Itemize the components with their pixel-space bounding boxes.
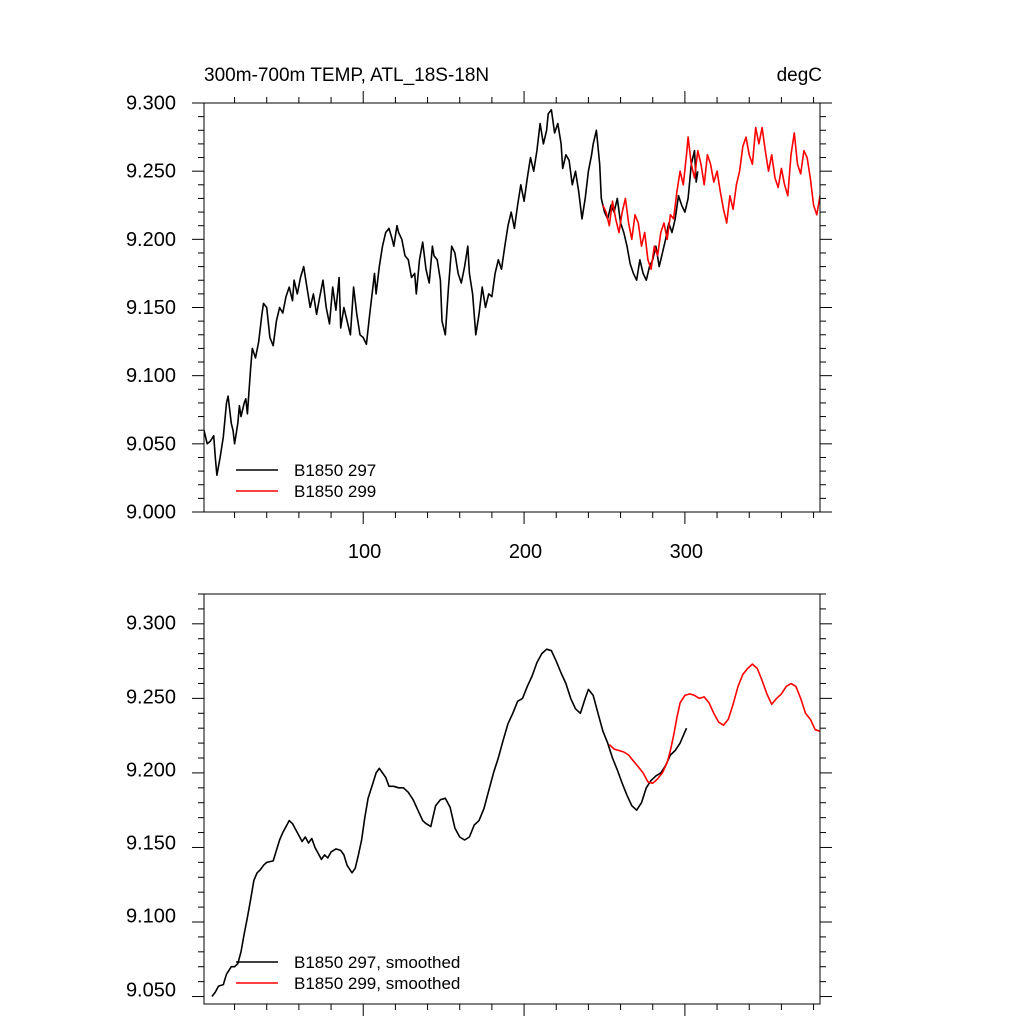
bottom-y-tick-labels: 9.050 9.100 9.150 9.200 9.250 9.300 <box>126 613 176 1002</box>
series-line-0 <box>204 109 699 476</box>
bottom-tick-marks <box>192 593 832 1016</box>
bottom-y-tick-label: 9.250 <box>126 687 176 709</box>
top-y-tick-label: 9.050 <box>126 433 176 455</box>
top-x-tick-label: 200 <box>509 541 542 563</box>
top-tick-marks <box>192 91 832 524</box>
top-legend-label-0: B1850 297 <box>294 461 376 480</box>
top-y-tick-label: 9.100 <box>126 365 176 387</box>
bottom-series-layer <box>211 648 820 997</box>
top-y-tick-labels: 9.000 9.050 9.100 9.150 9.200 9.250 9.30… <box>126 93 176 524</box>
top-y-tick-label: 9.000 <box>126 502 176 524</box>
top-legend: B1850 297 B1850 299 <box>236 461 376 501</box>
bottom-legend-label-1: B1850 299, smoothed <box>294 974 460 993</box>
top-x-tick-label: 100 <box>348 541 381 563</box>
top-y-tick-label: 9.150 <box>126 297 176 319</box>
bottom-y-tick-label: 9.050 <box>126 980 176 1002</box>
bottom-y-tick-label: 9.100 <box>126 906 176 928</box>
top-panel: 300m-700m TEMP, ATL_18S-18N degC 9.000 9… <box>126 65 832 563</box>
top-plot-frame <box>203 102 821 513</box>
top-x-tick-labels: 100 200 300 <box>348 541 703 563</box>
series-line-1 <box>608 663 820 785</box>
top-legend-label-1: B1850 299 <box>294 482 376 501</box>
top-panel-units: degC <box>777 65 822 86</box>
top-y-tick-label: 9.200 <box>126 229 176 251</box>
bottom-legend-label-0: B1850 297, smoothed <box>294 953 460 972</box>
top-series-layer <box>204 109 820 476</box>
top-panel-title: 300m-700m TEMP, ATL_18S-18N <box>204 65 489 86</box>
bottom-plot-frame <box>203 593 821 1005</box>
series-line-0 <box>211 648 688 997</box>
bottom-y-tick-label: 9.150 <box>126 833 176 855</box>
bottom-y-tick-label: 9.300 <box>126 613 176 635</box>
bottom-panel: 9.050 9.100 9.150 9.200 9.250 9.300 B185… <box>126 593 832 1016</box>
top-y-tick-label: 9.300 <box>126 93 176 115</box>
series-line-1 <box>602 126 820 271</box>
top-x-tick-label: 300 <box>670 541 703 563</box>
top-y-tick-label: 9.250 <box>126 161 176 183</box>
bottom-legend: B1850 297, smoothed B1850 299, smoothed <box>236 953 460 993</box>
bottom-y-tick-label: 9.200 <box>126 760 176 782</box>
